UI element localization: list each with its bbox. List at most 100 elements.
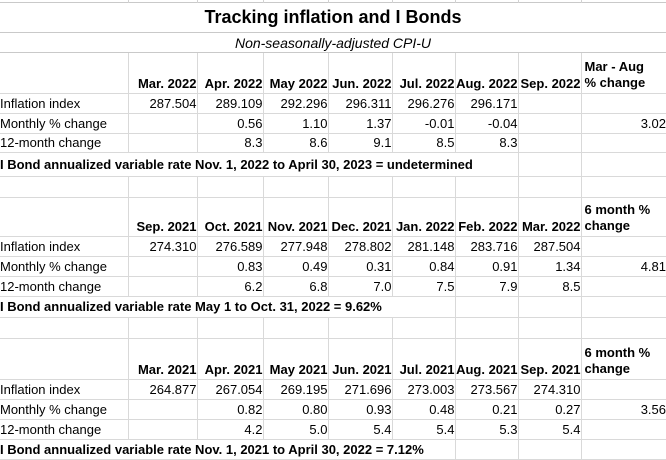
empty-cell[interactable] [0,317,128,339]
value-cell[interactable]: 264.877 [127,379,197,400]
corner-cell[interactable] [0,198,128,237]
month-header-cell[interactable]: Sep. 2021 [127,198,197,237]
value-cell[interactable]: 296.276 [391,93,455,114]
month-header-cell[interactable]: Jul. 2021 [391,339,455,380]
empty-cell[interactable] [327,317,392,339]
empty-cell[interactable] [517,439,581,460]
row-label-cell[interactable]: Monthly % change [0,256,128,277]
empty-cell[interactable] [580,176,666,198]
period-change-cell[interactable]: 4.81 [580,256,666,277]
empty-cell[interactable] [580,296,666,318]
value-cell[interactable] [127,256,197,277]
empty-cell[interactable] [262,176,328,198]
corner-cell[interactable] [0,339,128,380]
row-label-cell[interactable]: Inflation index [0,379,128,400]
row-label-cell[interactable]: Inflation index [0,236,128,257]
value-cell[interactable] [517,93,581,114]
value-cell[interactable]: 0.83 [196,256,263,277]
row-label-cell[interactable]: 12-month change [0,276,128,297]
month-header-cell[interactable]: May 2022 [262,53,328,94]
value-cell[interactable]: 6.8 [262,276,328,297]
period-change-cell[interactable] [580,93,666,114]
month-header-cell[interactable]: Jan. 2022 [391,198,455,237]
value-cell[interactable]: 8.3 [454,133,518,153]
period-change-header-cell[interactable]: 6 month % change [580,339,666,380]
value-cell[interactable]: 8.6 [262,133,328,153]
value-cell[interactable] [127,276,197,297]
value-cell[interactable] [127,399,197,420]
empty-cell[interactable] [391,317,455,339]
empty-cell[interactable] [517,176,581,198]
value-cell[interactable]: -0.04 [454,113,518,134]
row-label-cell[interactable]: Monthly % change [0,399,128,420]
value-cell[interactable]: 277.948 [262,236,328,257]
value-cell[interactable]: 276.589 [196,236,263,257]
month-header-cell[interactable]: Sep. 2022 [517,53,581,94]
value-cell[interactable] [127,419,197,440]
month-header-cell[interactable]: Oct. 2021 [196,198,263,237]
value-cell[interactable]: 1.10 [262,113,328,134]
value-cell[interactable]: 6.2 [196,276,263,297]
value-cell[interactable]: 274.310 [517,379,581,400]
empty-cell[interactable] [454,317,518,339]
period-change-header-cell[interactable]: Mar - Aug % change [580,53,666,94]
empty-cell[interactable] [127,317,197,339]
empty-cell[interactable] [517,296,581,318]
value-cell[interactable]: 292.296 [262,93,328,114]
period-change-cell[interactable]: 3.02 [580,113,666,134]
value-cell[interactable]: 1.34 [517,256,581,277]
month-header-cell[interactable]: Sep. 2021 [517,339,581,380]
value-cell[interactable]: 267.054 [196,379,263,400]
value-cell[interactable]: 281.148 [391,236,455,257]
period-change-cell[interactable] [580,236,666,257]
value-cell[interactable]: 273.567 [454,379,518,400]
value-cell[interactable]: 0.82 [196,399,263,420]
empty-cell[interactable] [327,176,392,198]
empty-cell[interactable] [517,317,581,339]
value-cell[interactable]: 7.5 [391,276,455,297]
value-cell[interactable]: 0.21 [454,399,518,420]
value-cell[interactable]: 0.49 [262,256,328,277]
value-cell[interactable]: 7.9 [454,276,518,297]
month-header-cell[interactable]: Apr. 2022 [196,53,263,94]
value-cell[interactable]: 287.504 [127,93,197,114]
value-cell[interactable]: 8.5 [391,133,455,153]
value-cell[interactable]: 5.3 [454,419,518,440]
period-change-cell[interactable] [580,419,666,440]
month-header-cell[interactable]: Mar. 2022 [517,198,581,237]
value-cell[interactable]: 296.311 [327,93,392,114]
value-cell[interactable]: 5.4 [327,419,392,440]
value-cell[interactable]: 1.37 [327,113,392,134]
value-cell[interactable]: 0.84 [391,256,455,277]
period-change-header-cell[interactable]: 6 month % change [580,198,666,237]
row-label-cell[interactable]: 12-month change [0,133,128,153]
value-cell[interactable]: 289.109 [196,93,263,114]
month-header-cell[interactable]: Aug. 2021 [454,339,518,380]
month-header-cell[interactable]: Nov. 2021 [262,198,328,237]
row-label-cell[interactable]: 12-month change [0,419,128,440]
value-cell[interactable] [127,133,197,153]
value-cell[interactable] [517,133,581,153]
empty-cell[interactable] [391,176,455,198]
empty-cell[interactable] [262,317,328,339]
value-cell[interactable]: 0.31 [327,256,392,277]
value-cell[interactable]: 7.0 [327,276,392,297]
empty-cell[interactable] [127,176,197,198]
month-header-cell[interactable]: Jun. 2021 [327,339,392,380]
value-cell[interactable]: 8.3 [196,133,263,153]
value-cell[interactable]: 4.2 [196,419,263,440]
value-cell[interactable]: 296.171 [454,93,518,114]
period-change-cell[interactable] [580,276,666,297]
row-label-cell[interactable]: Monthly % change [0,113,128,134]
empty-cell[interactable] [580,439,666,460]
ibond-rate-cell[interactable]: I Bond annualized variable rate Nov. 1, … [0,439,455,460]
value-cell[interactable]: 5.4 [391,419,455,440]
value-cell[interactable]: 0.93 [327,399,392,420]
value-cell[interactable]: 8.5 [517,276,581,297]
empty-cell[interactable] [454,176,518,198]
empty-cell[interactable] [454,439,518,460]
month-header-cell[interactable]: Apr. 2021 [196,339,263,380]
month-header-cell[interactable]: May 2021 [262,339,328,380]
value-cell[interactable]: 0.91 [454,256,518,277]
ibond-rate-cell[interactable]: I Bond annualized variable rate May 1 to… [0,296,455,318]
